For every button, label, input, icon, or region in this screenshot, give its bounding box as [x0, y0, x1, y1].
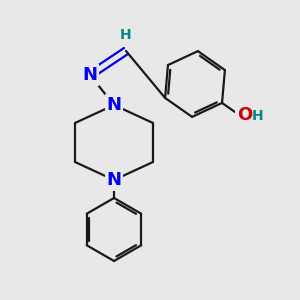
Text: N: N	[106, 96, 122, 114]
Text: H: H	[252, 110, 264, 124]
Text: N: N	[82, 66, 98, 84]
Text: N: N	[106, 171, 122, 189]
Text: O: O	[237, 106, 252, 124]
Text: H: H	[120, 28, 132, 42]
